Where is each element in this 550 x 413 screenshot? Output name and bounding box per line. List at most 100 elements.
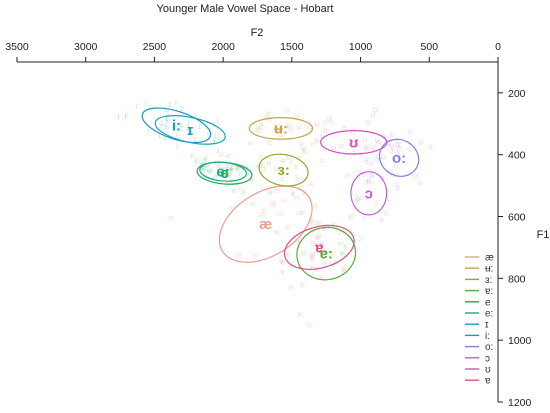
token-point: ɔ [364, 155, 368, 164]
legend-entry-label: ʉ: [485, 264, 493, 275]
token-point: ɔ [395, 149, 399, 158]
token-point: ʊ [299, 139, 304, 148]
token-point: e: [222, 165, 229, 174]
y-tick-label: 200 [508, 88, 526, 100]
token-point: i: [175, 98, 179, 107]
legend-entry-label: ɔ [485, 353, 490, 364]
token-point: o: [407, 127, 414, 136]
token-point: ɐ [317, 219, 322, 228]
token-point: e [242, 188, 247, 197]
token-point: o: [395, 136, 402, 145]
token-point: ɪ [164, 105, 167, 114]
token-point: æ [299, 208, 306, 217]
token-point: e: [259, 161, 266, 170]
y-tick-label: 1000 [508, 335, 532, 347]
token-point: ɐ: [298, 310, 305, 319]
token-point: ɜ: [267, 138, 273, 147]
token-point: ɔ [395, 180, 399, 189]
x-tick-label: 3500 [5, 41, 29, 53]
token-point: ɔ [362, 213, 366, 222]
token-point: ɪ [168, 100, 171, 109]
token-point: e: [206, 166, 213, 175]
legend-entry-label: æ [485, 253, 494, 264]
y-tick-label: 600 [508, 212, 526, 224]
token-point: æ [274, 186, 281, 195]
token-point: ɔ [356, 194, 360, 203]
token-point: ʊ [375, 136, 380, 145]
vowel-centroid-label: ɐ [314, 239, 323, 256]
token-point: ɐ [380, 216, 385, 225]
token-point: ʊ [323, 125, 328, 134]
token-point: ʉ: [285, 106, 292, 115]
token-point: ɪ [167, 108, 170, 117]
legend-entry-label: e: [485, 309, 493, 320]
token-point: e [202, 156, 207, 165]
token-point: o: [417, 179, 424, 188]
token-point: e [201, 166, 206, 175]
token-point: ɐ [322, 224, 327, 233]
token-point: ɪ [164, 123, 167, 132]
token-point: ɐ: [310, 218, 317, 227]
token-point: e: [195, 157, 202, 166]
token-point: ɜ: [301, 145, 307, 154]
token-point: i: [136, 101, 140, 110]
token-point: ɪ [180, 124, 183, 133]
vowel-centroid-label: e: [216, 164, 229, 181]
token-point: ɪ [213, 138, 216, 147]
token-point: æ [280, 196, 287, 205]
vowel-centroid-label: ɔ [365, 185, 373, 202]
token-point: e [203, 153, 208, 162]
token-point: e [205, 161, 210, 170]
token-point: o: [396, 150, 403, 159]
token-point: e [206, 174, 211, 183]
token-point: i: [193, 123, 197, 132]
y-axis: 200 400 600 800 1000 1200 [497, 62, 532, 409]
token-point: ʊ [332, 144, 337, 153]
token-point: ʊ [350, 140, 355, 149]
sd-ellipse [296, 226, 357, 281]
token-point: æ [298, 174, 305, 183]
token-point: o: [407, 144, 414, 153]
sd-ellipse [218, 185, 313, 263]
token-point: ɐ [319, 273, 324, 282]
token-point: o: [373, 105, 380, 114]
token-point: ɔ [365, 194, 369, 203]
token-point: ɐ: [339, 249, 346, 258]
token-point: ɔ [323, 118, 327, 127]
token-point: i: [187, 127, 191, 136]
token-point: ʉ: [301, 143, 308, 152]
token-point: ʊ [339, 141, 344, 150]
token-point: ɪ [161, 119, 164, 128]
token-point: ʊ [381, 132, 386, 141]
token-point: o: [413, 171, 420, 180]
token-point: i: [166, 116, 170, 125]
sd-ellipse [283, 224, 355, 270]
token-point: ɪ [194, 111, 197, 120]
token-point: ɜ: [285, 152, 291, 161]
token-point: ɜ: [298, 183, 304, 192]
sd-ellipse [258, 153, 309, 187]
token-point: ʉ: [256, 122, 263, 131]
token-point: ɜ: [274, 164, 280, 173]
token-point: e [228, 166, 233, 175]
legend-entry-label: ɪ [485, 320, 489, 331]
token-point: æ [292, 193, 299, 202]
token-point: ɐ [342, 264, 347, 273]
token-point: ɐ [310, 254, 315, 263]
token-point: e: [226, 163, 233, 172]
sd-ellipse [141, 107, 212, 144]
token-point: i: [163, 134, 167, 143]
token-point: e: [244, 162, 251, 171]
token-point: ʉ: [266, 115, 273, 124]
token-point: ɪ [158, 131, 161, 140]
token-point: ɐ [319, 239, 324, 248]
token-point: ɔ [369, 171, 373, 180]
token-point: ʊ [390, 142, 395, 151]
token-point: ɜ: [314, 200, 320, 209]
token-point: e: [214, 171, 221, 180]
token-point: e [239, 170, 244, 179]
token-point: ʊ [314, 120, 319, 129]
token-point: i: [167, 125, 171, 134]
x-tick-label: 500 [421, 41, 439, 53]
